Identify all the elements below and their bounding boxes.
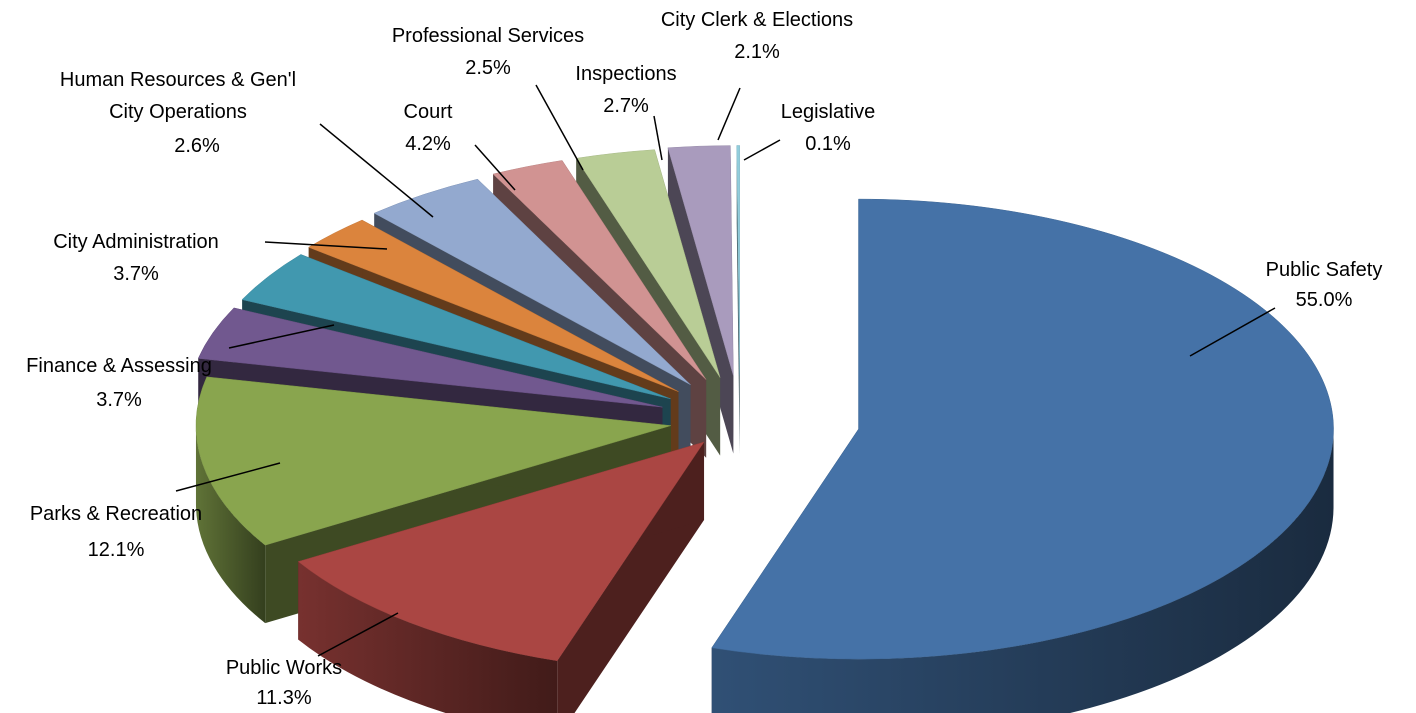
data-label-value-finance-assessing: 3.7%: [96, 389, 142, 411]
leader-line-public-safety: [1189, 307, 1276, 357]
pie-slice-court: [373, 178, 691, 385]
leader-line-public-works: [317, 612, 399, 657]
leader-line-city-administration: [264, 241, 388, 250]
data-label-name-public-works: Public Works: [226, 657, 342, 679]
leader-line-parks-recreation: [175, 462, 281, 492]
leader-line-court: [474, 144, 516, 191]
data-label-value-professional-services: 2.5%: [465, 57, 511, 79]
data-label-name-human-resources-gen-l-city-operations: Human Resources & Gen'l: [60, 69, 296, 91]
data-label-value-city-administration: 3.7%: [113, 263, 159, 285]
data-label-value-parks-recreation: 12.1%: [88, 539, 145, 561]
data-label-name-parks-recreation: Parks & Recreation: [30, 503, 202, 525]
slice-side-0-0: [711, 429, 1334, 713]
pie-slice-city-clerk-elections: [667, 145, 734, 376]
slice-side-1-0: [298, 561, 558, 713]
data-label-name-inspections: Inspections: [575, 63, 676, 85]
pie-slice-human-resources-gen-l-city-operations: [308, 219, 679, 392]
pie-slices: [195, 145, 1334, 662]
leader-line-finance-assessing: [228, 324, 335, 349]
slice-wall-10-0: [736, 145, 740, 454]
data-label-name-city-clerk-elections: City Clerk & Elections: [661, 9, 853, 31]
data-label-value-human-resources-gen-l-city-operations: 2.6%: [174, 135, 220, 157]
pie-slice-professional-services: [492, 160, 707, 380]
leader-line-professional-services: [535, 84, 584, 171]
data-label-name-human-resources-gen-l-city-operations: City Operations: [109, 101, 247, 123]
pie-slice-public-works: [297, 441, 705, 662]
pie-slice-public-safety: [711, 198, 1334, 660]
data-label-name-city-administration: City Administration: [53, 231, 219, 253]
data-label-name-finance-assessing: Finance & Assessing: [26, 355, 212, 377]
pie-slice-parks-recreation: [195, 376, 672, 546]
slice-side-2-0: [195, 425, 266, 624]
data-label-value-inspections: 2.7%: [603, 95, 649, 117]
data-label-value-court: 4.2%: [405, 133, 451, 155]
leader-line-inspections: [653, 115, 663, 161]
data-label-value-public-works: 11.3%: [256, 687, 311, 709]
data-label-value-public-safety: 55.0%: [1296, 289, 1353, 311]
data-label-value-city-clerk-elections: 2.1%: [734, 41, 780, 63]
data-label-name-professional-services: Professional Services: [392, 25, 584, 47]
leader-lines: [175, 84, 1276, 657]
data-label-name-legislative: Legislative: [781, 101, 876, 123]
data-label-name-public-safety: Public Safety: [1266, 259, 1383, 281]
leader-line-human-resources-gen-l-city-operations: [319, 123, 434, 218]
leader-line-legislative: [743, 139, 781, 161]
data-labels: Public Safety 55.0% Public Works 11.3% Parks…: [26, 9, 1382, 709]
leader-line-city-clerk-elections: [717, 87, 741, 141]
pie-slice-finance-assessing: [197, 307, 663, 408]
data-label-value-legislative: 0.1%: [805, 133, 851, 155]
pie-slice-city-administration: [241, 254, 671, 400]
pie-slice-legislative: [736, 145, 740, 376]
data-label-name-court: Court: [404, 101, 453, 123]
